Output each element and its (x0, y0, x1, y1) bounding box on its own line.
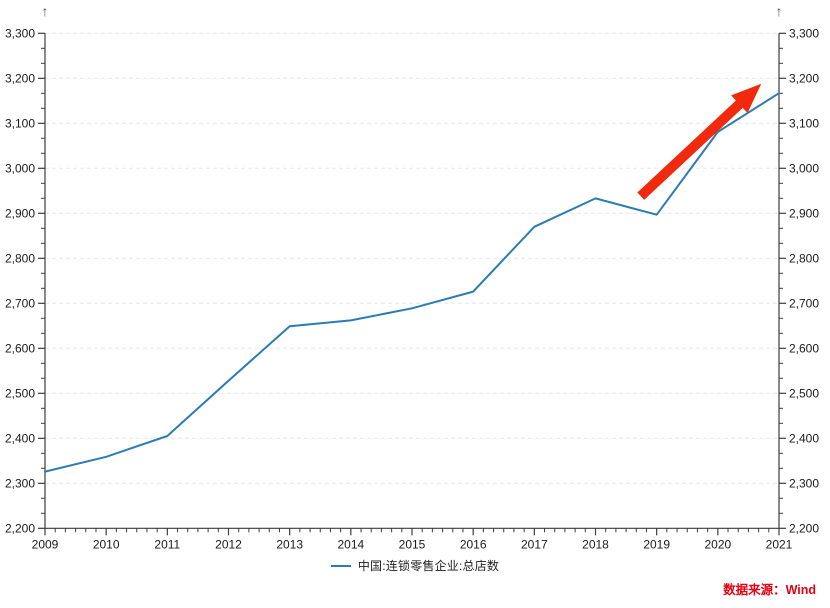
y-tick-label-right: 2,600 (789, 342, 819, 356)
series-line (44, 92, 780, 473)
y-tick-label-right: 3,200 (789, 72, 819, 86)
y-tick-label-right: 2,700 (789, 297, 819, 311)
y-tick-label-right: 2,500 (789, 387, 819, 401)
y-tick-label-left: 2,400 (5, 432, 35, 446)
left-axis-up-arrow-icon: ↑ (42, 3, 49, 19)
x-tick-label: 2011 (154, 537, 180, 551)
y-tick-label-left: 2,800 (5, 252, 35, 266)
x-tick-label: 2015 (399, 537, 426, 551)
x-tick-label: 2014 (337, 537, 364, 551)
x-tick-label: 2012 (215, 537, 242, 551)
x-tick-label: 2021 (766, 537, 793, 551)
y-tick-label-left: 3,100 (5, 117, 35, 131)
legend-series-label: 中国:连锁零售企业:总店数 (357, 559, 500, 573)
y-tick-label-left: 2,300 (5, 477, 35, 491)
trend-arrow-head (731, 83, 762, 113)
x-tick-label: 2016 (460, 537, 487, 551)
y-tick-label-left: 3,300 (5, 27, 35, 41)
trend-arrow-shaft (637, 99, 745, 200)
y-tick-label-left: 2,200 (5, 522, 35, 536)
y-tick-label-right: 2,400 (789, 432, 819, 446)
y-tick-label-right: 2,300 (789, 477, 819, 491)
x-tick-label: 2020 (704, 537, 731, 551)
y-tick-label-right: 2,900 (789, 207, 819, 221)
x-tick-label: 2009 (32, 537, 59, 551)
y-tick-label-left: 2,900 (5, 207, 35, 221)
y-tick-label-left: 2,600 (5, 342, 35, 356)
legend-line-swatch (330, 564, 351, 567)
right-axis-up-arrow-icon: ↑ (776, 3, 783, 19)
y-tick-label-left: 2,500 (5, 387, 35, 401)
x-tick-label: 2010 (93, 537, 120, 551)
y-tick-label-left: 3,000 (5, 162, 35, 176)
y-tick-label-right: 3,100 (789, 117, 819, 131)
x-tick-label: 2013 (276, 537, 303, 551)
x-tick-label: 2019 (643, 537, 670, 551)
legend: 中国:连锁零售企业:总店数 (0, 557, 830, 574)
y-tick-label-right: 2,800 (789, 252, 819, 266)
y-tick-label-left: 2,700 (5, 297, 35, 311)
y-tick-label-right: 2,200 (789, 522, 819, 536)
data-source-label: 数据来源：Wind (723, 583, 816, 597)
y-tick-label-left: 3,200 (5, 72, 35, 86)
y-tick-label-right: 3,000 (789, 162, 819, 176)
y-tick-label-right: 3,300 (789, 27, 819, 41)
x-tick-label: 2018 (582, 537, 609, 551)
x-tick-label: 2017 (521, 537, 548, 551)
